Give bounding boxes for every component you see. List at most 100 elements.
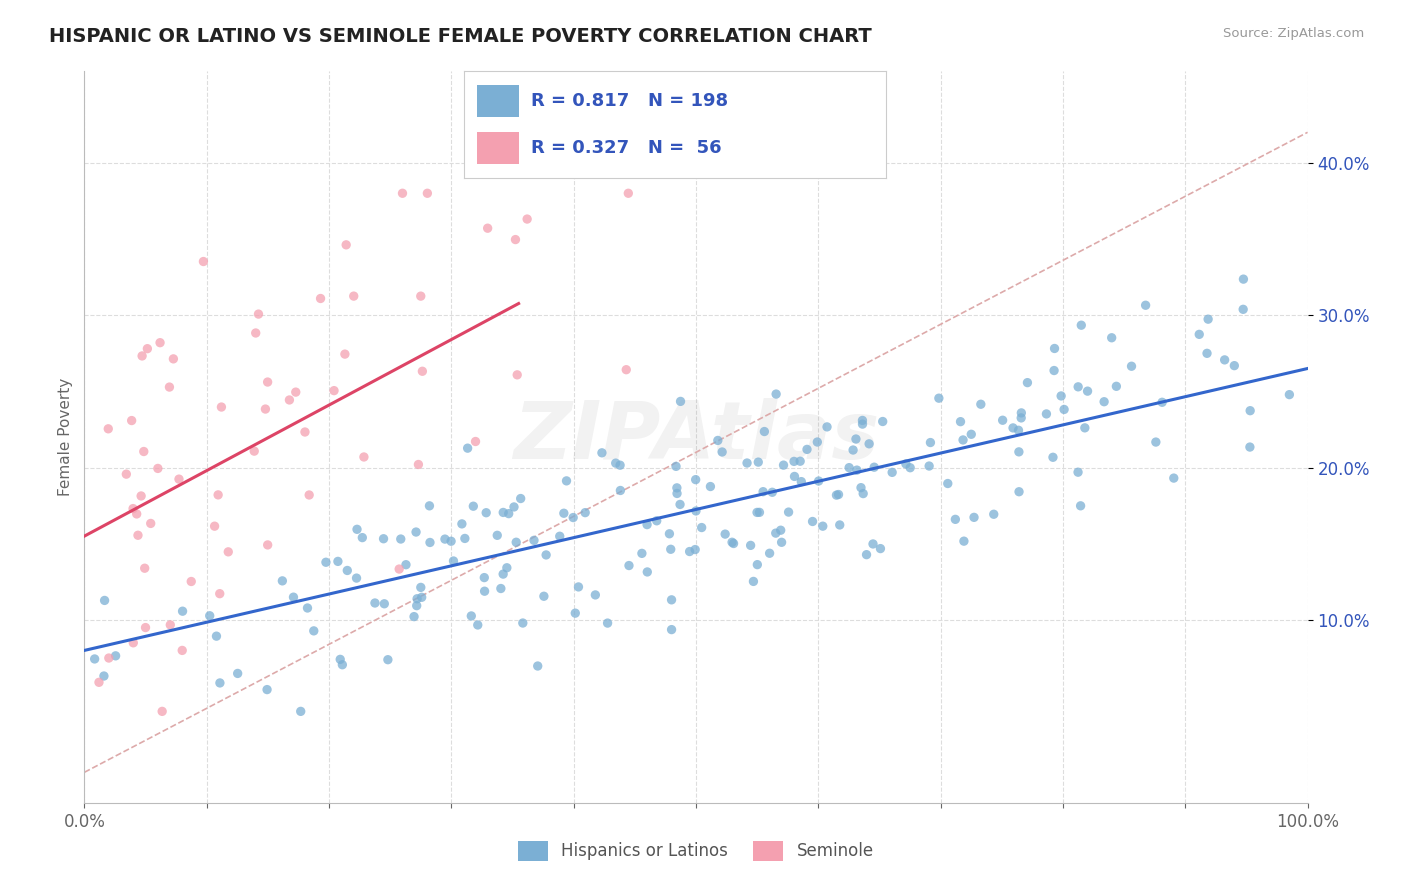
Point	[405, 524, 427, 539]
Point	[707, 434, 730, 448]
Point	[1002, 421, 1025, 435]
Point	[1232, 302, 1254, 317]
Point	[661, 592, 683, 607]
Point	[845, 432, 868, 446]
Point	[377, 653, 399, 667]
Point	[849, 481, 872, 495]
Point	[666, 486, 689, 500]
Point	[747, 455, 769, 469]
Point	[609, 458, 631, 473]
Point	[290, 705, 312, 719]
Point	[711, 445, 734, 459]
Point	[991, 413, 1014, 427]
Point	[1043, 363, 1066, 377]
Point	[411, 591, 433, 605]
Point	[451, 516, 474, 531]
Point	[690, 520, 713, 534]
Point	[765, 387, 787, 401]
Point	[132, 444, 155, 458]
Point	[1197, 312, 1219, 326]
Point	[920, 435, 942, 450]
Point	[336, 564, 359, 578]
Point	[454, 532, 477, 546]
Point	[1152, 395, 1174, 409]
Point	[87, 675, 110, 690]
Text: Source: ZipAtlas.com: Source: ZipAtlas.com	[1223, 27, 1364, 40]
Point	[343, 289, 366, 303]
Point	[475, 506, 498, 520]
Point	[678, 544, 700, 558]
Point	[1008, 484, 1031, 499]
Point	[209, 400, 232, 414]
Point	[754, 425, 776, 439]
Point	[1077, 384, 1099, 398]
Point	[605, 456, 627, 470]
Point	[928, 391, 950, 405]
Point	[772, 458, 794, 472]
Point	[567, 580, 589, 594]
Point	[807, 474, 830, 488]
Point	[516, 212, 538, 227]
Point	[329, 652, 352, 666]
Point	[882, 466, 904, 480]
Point	[783, 454, 806, 468]
Point	[851, 413, 873, 427]
Point	[1135, 298, 1157, 312]
Point	[1188, 327, 1211, 342]
Point	[609, 483, 631, 498]
Point	[770, 535, 793, 549]
Point	[790, 475, 813, 489]
Point	[509, 491, 531, 506]
Point	[326, 554, 349, 568]
Point	[553, 506, 575, 520]
Legend: Hispanics or Latinos, Seminole: Hispanics or Latinos, Seminole	[512, 834, 880, 868]
Point	[1042, 450, 1064, 465]
Point	[302, 624, 325, 638]
Point	[460, 609, 482, 624]
Point	[555, 474, 578, 488]
Y-axis label: Female Poverty: Female Poverty	[58, 378, 73, 496]
Point	[129, 489, 152, 503]
Point	[1070, 318, 1092, 333]
Point	[1010, 406, 1032, 420]
Point	[645, 514, 668, 528]
Point	[198, 608, 221, 623]
Point	[1278, 387, 1301, 401]
Point	[408, 458, 430, 472]
Point	[256, 682, 278, 697]
Point	[391, 186, 413, 201]
Point	[683, 542, 706, 557]
Point	[271, 574, 294, 588]
Point	[498, 507, 520, 521]
Point	[827, 487, 849, 501]
Point	[983, 508, 1005, 522]
Point	[180, 574, 202, 589]
Point	[636, 565, 658, 579]
Point	[495, 561, 517, 575]
Point	[523, 533, 546, 548]
Point	[150, 705, 173, 719]
Point	[474, 584, 496, 599]
Point	[1092, 394, 1115, 409]
Point	[315, 555, 337, 569]
Point	[457, 441, 479, 455]
Point	[548, 529, 571, 543]
Point	[758, 546, 780, 560]
Point	[505, 233, 527, 247]
Point	[564, 606, 586, 620]
Point	[918, 458, 941, 473]
Point	[104, 648, 127, 663]
Point	[256, 538, 278, 552]
Point	[658, 526, 681, 541]
Point	[298, 488, 321, 502]
Point	[1144, 435, 1167, 450]
Point	[596, 616, 619, 631]
Point	[418, 499, 440, 513]
Point	[842, 443, 865, 458]
Point	[127, 528, 149, 542]
Point	[443, 554, 465, 568]
Point	[526, 659, 548, 673]
Point	[1232, 272, 1254, 286]
Point	[828, 518, 851, 533]
Point	[346, 522, 368, 536]
